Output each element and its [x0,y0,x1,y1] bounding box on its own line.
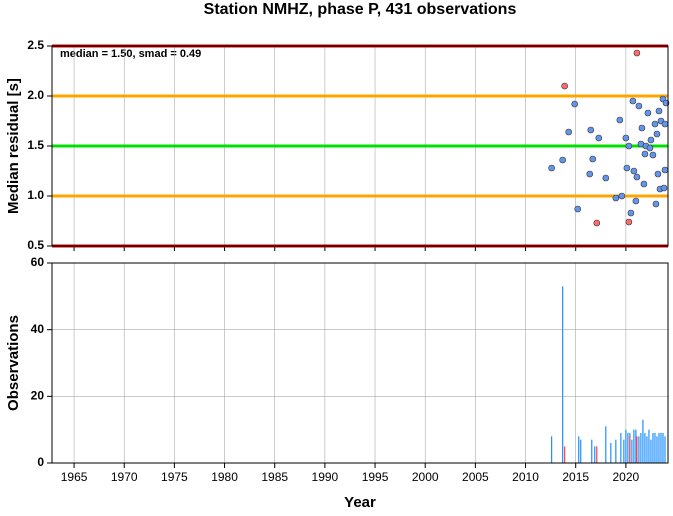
point [629,97,637,105]
point [654,170,662,178]
point [593,219,601,227]
point [640,180,648,188]
x-tick-label: 2020 [613,470,640,484]
point [612,194,620,202]
point [647,136,655,144]
x-tick-label: 2005 [462,470,489,484]
point [652,200,660,208]
point [627,209,635,217]
point [616,116,624,124]
point [574,205,582,213]
point [622,134,630,142]
chart-title: Station NMHZ, phase P, 431 observations [204,1,517,18]
point [618,192,626,200]
point [587,126,595,134]
point [571,100,578,108]
point [623,164,631,172]
point [635,102,643,110]
point [589,155,597,163]
point [565,128,572,136]
x-tick-label: 2000 [412,470,439,484]
x-tick-label: 1985 [261,470,288,484]
point [632,197,640,205]
y-tick-label: 0.5 [27,238,44,252]
point [649,151,657,159]
point [630,167,638,175]
x-axis-label: Year [344,494,376,511]
point [602,174,610,182]
point [595,134,603,142]
y-tick-label: 2.0 [27,88,44,102]
point [548,164,555,172]
y-tick-label: 60 [31,255,45,269]
x-tick-label: 1975 [161,470,188,484]
point [638,124,646,132]
point [646,144,654,152]
x-tick-label: 1980 [211,470,238,484]
plot-frame [51,262,669,464]
point [625,218,633,226]
point [644,109,652,117]
annotation: median = 1.50, smad = 0.49 [60,48,201,60]
point [633,49,641,57]
x-tick-label: 2010 [512,470,539,484]
point [661,166,669,174]
point [641,150,649,158]
point [661,120,669,128]
y-tick-label: 1.0 [27,188,44,202]
y-tick-label: 40 [31,322,45,336]
x-tick-label: 2015 [562,470,589,484]
x-tick-label: 1995 [362,470,389,484]
point [561,82,568,90]
point [655,107,663,115]
point [651,120,659,128]
point [625,142,633,150]
x-tick-label: 1990 [312,470,339,484]
point [662,99,670,107]
x-tick-label: 1965 [61,470,88,484]
point [653,130,661,138]
y-tick-label: 20 [31,389,45,403]
point [660,184,668,192]
x-tick-label: 1970 [111,470,138,484]
y-tick-label: 0 [37,455,44,469]
y-tick-label: 1.5 [27,138,44,152]
point [586,170,594,178]
y-tick-label: 2.5 [27,38,44,52]
y-axis-label: Observations [5,315,22,411]
point [559,156,566,164]
plot-frame [51,45,669,247]
y-axis-label: Median residual [s] [5,78,22,214]
point [633,173,641,181]
